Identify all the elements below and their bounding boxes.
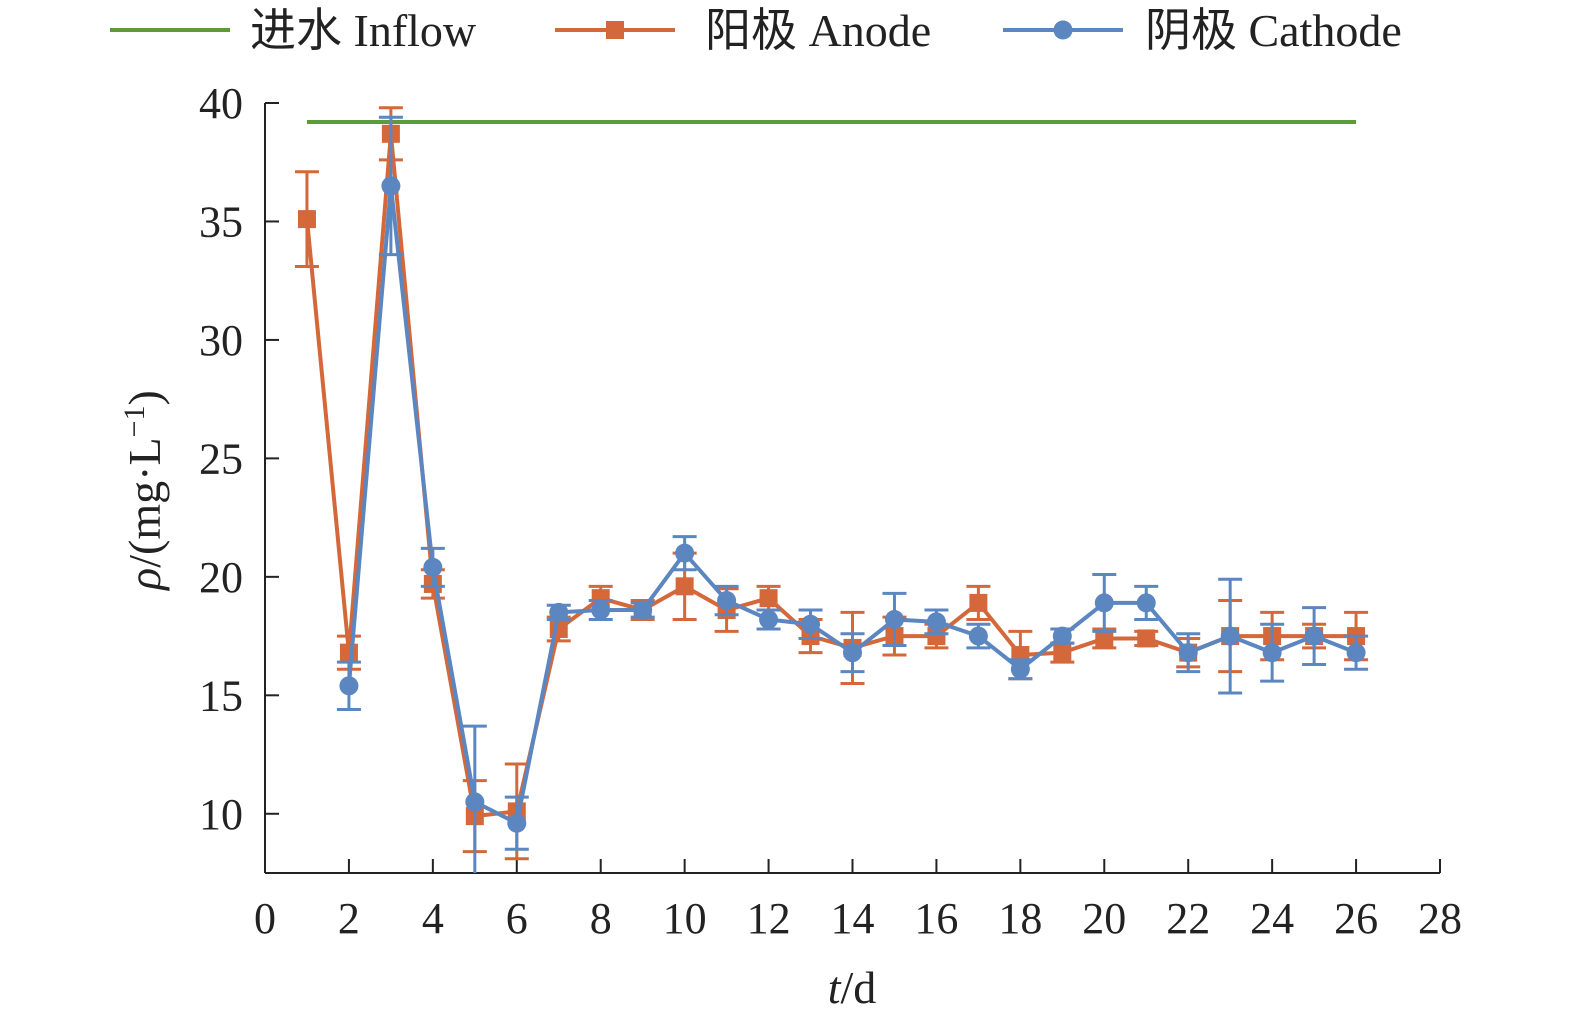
data-point [339, 676, 359, 696]
data-point [1346, 643, 1366, 663]
data-point [843, 643, 862, 663]
legend-swatch-marker [606, 21, 624, 39]
legend-swatch-marker [1053, 20, 1073, 40]
x-tick-label: 16 [914, 894, 958, 943]
legend-label: 阳极 Anode [705, 5, 931, 56]
data-point [507, 813, 527, 833]
series-2 [336, 115, 1369, 873]
series-line [304, 131, 1357, 819]
x-tick-label: 18 [998, 894, 1042, 943]
y-tick-label: 20 [199, 553, 243, 602]
data-point [927, 627, 946, 646]
data-point [759, 609, 779, 629]
x-tick-label: 8 [590, 894, 612, 943]
legend-label: 阴极 Cathode [1145, 5, 1402, 56]
data-point [801, 614, 821, 634]
series-1 [294, 106, 1369, 861]
x-axis-var: t [828, 962, 842, 1013]
data-point [1136, 593, 1156, 613]
data-point [926, 612, 946, 632]
y-axis-unit-sup: −1 [118, 406, 151, 438]
data-point [1053, 643, 1072, 662]
series-line [346, 183, 1357, 826]
x-tick-label: 26 [1334, 894, 1378, 943]
y-ticks: 10 15 20 25 30 35 40 [199, 79, 279, 839]
y-tick-label: 40 [199, 79, 243, 128]
x-tick-label: 24 [1250, 894, 1294, 943]
axes [264, 103, 1440, 874]
legend-item-1: 阳极 Anode [555, 5, 931, 56]
x-tick-label: 2 [338, 894, 360, 943]
y-axis-unit: /(mg·L [119, 437, 170, 567]
y-axis-title: ρ/(mg·L−1) [118, 390, 170, 592]
y-axis-unit-close: ) [119, 390, 170, 405]
data-point [1095, 629, 1114, 648]
data-point [423, 557, 443, 577]
data-point [591, 600, 611, 620]
x-tick-label: 12 [747, 894, 791, 943]
data-point [1262, 643, 1282, 663]
x-tick-label: 0 [254, 894, 276, 943]
x-tick-label: 4 [422, 894, 444, 943]
x-axis-unit: /d [841, 962, 877, 1013]
x-tick-label: 10 [663, 894, 707, 943]
data-point [633, 600, 653, 620]
data-point [1052, 626, 1072, 646]
x-tick-label: 14 [831, 894, 875, 943]
plot-area [294, 106, 1369, 873]
y-tick-label: 15 [199, 671, 243, 720]
data-point [969, 593, 988, 612]
data-point [1220, 626, 1240, 646]
x-tick-label: 6 [506, 894, 528, 943]
legend: 进水 Inflow 阳极 Anode 阴极 Cathode [110, 5, 1402, 56]
y-tick-label: 35 [199, 197, 243, 246]
x-axis-title: t/d [828, 962, 877, 1013]
data-point [1304, 626, 1324, 646]
data-point [1137, 629, 1156, 648]
legend-item-0: 进水 Inflow [110, 5, 477, 56]
x-tick-label: 28 [1418, 894, 1462, 943]
y-tick-label: 25 [199, 434, 243, 483]
data-point [297, 210, 316, 229]
data-point [381, 176, 401, 196]
x-tick-label: 20 [1082, 894, 1126, 943]
data-point [1178, 643, 1198, 663]
data-point [968, 626, 988, 646]
y-axis-var: ρ [119, 568, 170, 592]
data-point [717, 591, 737, 611]
data-point [884, 609, 904, 629]
data-point [1094, 593, 1114, 613]
legend-label: 进水 Inflow [250, 5, 477, 56]
data-point [1010, 659, 1030, 679]
data-point [759, 589, 778, 608]
data-point [465, 792, 485, 812]
data-point [675, 543, 695, 563]
y-tick-label: 10 [199, 790, 243, 839]
legend-item-2: 阴极 Cathode [1003, 5, 1402, 56]
data-point [339, 643, 358, 662]
data-point [549, 602, 569, 622]
x-tick-label: 22 [1166, 894, 1210, 943]
x-ticks: 0 2 4 6 8 10 12 14 16 18 20 22 24 26 28 [254, 859, 1462, 943]
data-point [675, 577, 694, 596]
y-tick-label: 30 [199, 316, 243, 365]
